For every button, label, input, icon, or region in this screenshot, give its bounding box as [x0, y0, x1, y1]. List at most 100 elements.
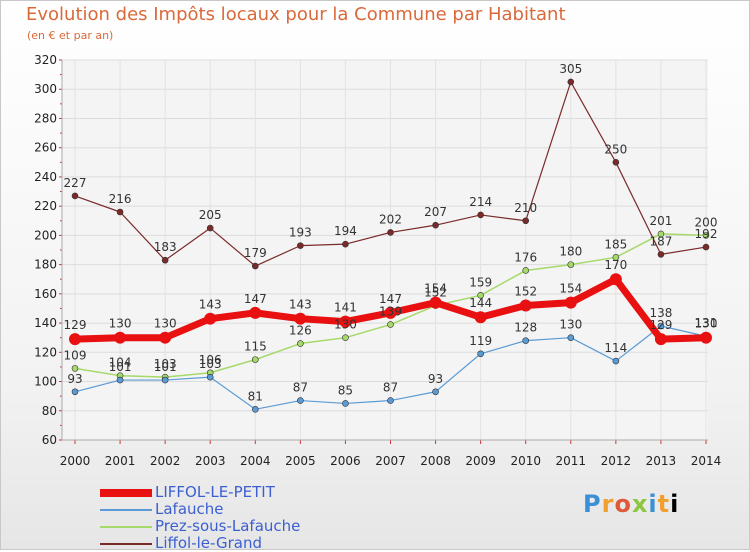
x-tick-label: 2014 [691, 454, 722, 468]
data-label-liffol-le-petit: 147 [379, 292, 402, 306]
data-label-lafauche: 93 [428, 372, 443, 386]
point-prez-sous-lafauche [387, 321, 394, 328]
data-label-lafauche: 87 [293, 381, 308, 395]
point-prez-sous-lafauche [71, 365, 79, 372]
x-tick-label: 2011 [556, 454, 587, 468]
point-prez-sous-lafauche [251, 356, 259, 363]
point-prez-sous-lafauche [612, 254, 620, 261]
x-tick-label: 2001 [105, 454, 136, 468]
data-label-liffol-le-petit: 130 [154, 317, 177, 331]
data-label-liffol-le-petit: 143 [289, 298, 312, 312]
point-prez-sous-lafauche [702, 232, 710, 239]
point-liffol-le-petit [339, 315, 352, 328]
data-label-lafauche: 85 [338, 383, 353, 397]
data-label-prez-sous-lafauche: 103 [154, 357, 177, 371]
data-label-prez-sous-lafauche: 106 [199, 353, 222, 367]
point-liffol-le-petit [69, 333, 81, 346]
point-liffol-le-petit [249, 306, 262, 319]
point-liffol-le-grand [477, 211, 484, 219]
proxiti-logo: Proxiti [583, 490, 680, 518]
point-lafauche [657, 322, 665, 330]
point-liffol-le-petit [519, 299, 532, 312]
data-label-liffol-le-petit: 129 [64, 318, 87, 332]
point-liffol-le-petit [114, 331, 127, 344]
data-label-prez-sous-lafauche: 126 [289, 324, 312, 338]
x-tick-label: 2002 [150, 454, 181, 468]
legend-label: Prez-sous-Lafauche [155, 517, 301, 535]
data-label-lafauche: 128 [514, 321, 537, 335]
point-liffol-le-grand [251, 262, 259, 270]
point-liffol-le-grand [71, 192, 79, 200]
y-tick-label: 120 [34, 345, 57, 359]
point-liffol-le-petit [700, 331, 712, 344]
x-tick-label: 2013 [646, 454, 677, 468]
data-label-lafauche: 93 [67, 372, 82, 386]
data-label-liffol-le-grand: 194 [334, 224, 357, 238]
point-liffol-le-petit [654, 333, 667, 346]
data-label-prez-sous-lafauche: 201 [649, 214, 672, 228]
data-label-lafauche: 138 [649, 306, 672, 320]
y-tick-label: 220 [34, 199, 57, 213]
y-tick-label: 80 [42, 404, 57, 418]
point-lafauche [432, 388, 439, 396]
data-label-liffol-le-grand: 183 [154, 240, 177, 254]
data-label-liffol-le-petit: 130 [109, 317, 132, 331]
point-lafauche [116, 376, 124, 384]
point-prez-sous-lafauche [477, 292, 484, 299]
point-lafauche [297, 397, 304, 404]
data-label-liffol-le-petit: 144 [469, 296, 492, 310]
label-layer: 227 216 183 205 179 193 194 202 207 214 210 305 250 1… [64, 62, 718, 403]
data-label-liffol-le-petit: 152 [514, 285, 537, 299]
data-label-lafauche: 131 [695, 316, 718, 330]
legend-label: Liffol-le-Grand [155, 534, 262, 552]
data-label-prez-sous-lafauche: 152 [424, 286, 447, 300]
point-lafauche [477, 350, 484, 358]
data-label-liffol-le-petit: 154 [424, 282, 447, 296]
y-tick-label: 200 [34, 228, 57, 242]
data-label-liffol-le-grand: 305 [559, 62, 582, 76]
data-label-liffol-le-grand: 192 [695, 227, 718, 241]
point-liffol-le-petit [474, 311, 487, 324]
data-label-liffol-le-petit: 170 [604, 258, 627, 272]
point-liffol-le-grand [297, 242, 304, 249]
y-tick-label: 180 [34, 258, 57, 272]
data-label-liffol-le-grand: 179 [244, 246, 267, 260]
point-prez-sous-lafauche [297, 340, 304, 347]
data-label-prez-sous-lafauche: 104 [109, 356, 132, 370]
point-liffol-le-grand [432, 221, 439, 229]
data-label-prez-sous-lafauche: 159 [469, 275, 492, 289]
data-label-liffol-le-grand: 193 [289, 226, 312, 240]
data-label-lafauche: 81 [248, 389, 263, 403]
point-prez-sous-lafauche [342, 334, 349, 341]
x-tick-label: 2003 [195, 454, 226, 468]
x-tick-label: 2010 [510, 454, 541, 468]
data-label-liffol-le-petit: 154 [559, 282, 582, 296]
point-liffol-le-petit [564, 296, 577, 309]
x-tick-label: 2004 [240, 454, 271, 468]
data-label-liffol-le-grand: 210 [514, 201, 537, 215]
data-label-lafauche: 101 [154, 360, 177, 374]
series-layer [69, 78, 712, 413]
point-liffol-le-grand [567, 78, 575, 86]
legend-swatch-prez-sous-lafauche [100, 525, 152, 528]
point-lafauche [612, 357, 620, 365]
point-liffol-le-petit [294, 312, 307, 325]
point-liffol-le-grand [702, 243, 710, 251]
data-label-prez-sous-lafauche: 185 [604, 237, 627, 251]
legend-swatch-liffol-le-grand [100, 542, 152, 545]
data-label-lafauche: 119 [469, 334, 492, 348]
data-label-prez-sous-lafauche: 200 [695, 215, 718, 229]
data-label-liffol-le-grand: 202 [379, 212, 402, 226]
legend-label: Lafauche [155, 500, 224, 518]
y-tick-label: 300 [34, 82, 57, 96]
point-liffol-le-grand [342, 240, 349, 248]
legend-swatch-lafauche [100, 508, 152, 511]
data-label-prez-sous-lafauche: 115 [244, 340, 267, 354]
point-liffol-le-petit [204, 312, 217, 325]
point-prez-sous-lafauche [657, 230, 665, 238]
y-tick-label: 320 [34, 53, 57, 67]
y-tick-label: 240 [34, 170, 57, 184]
point-lafauche [71, 388, 79, 396]
point-liffol-le-grand [116, 208, 124, 216]
